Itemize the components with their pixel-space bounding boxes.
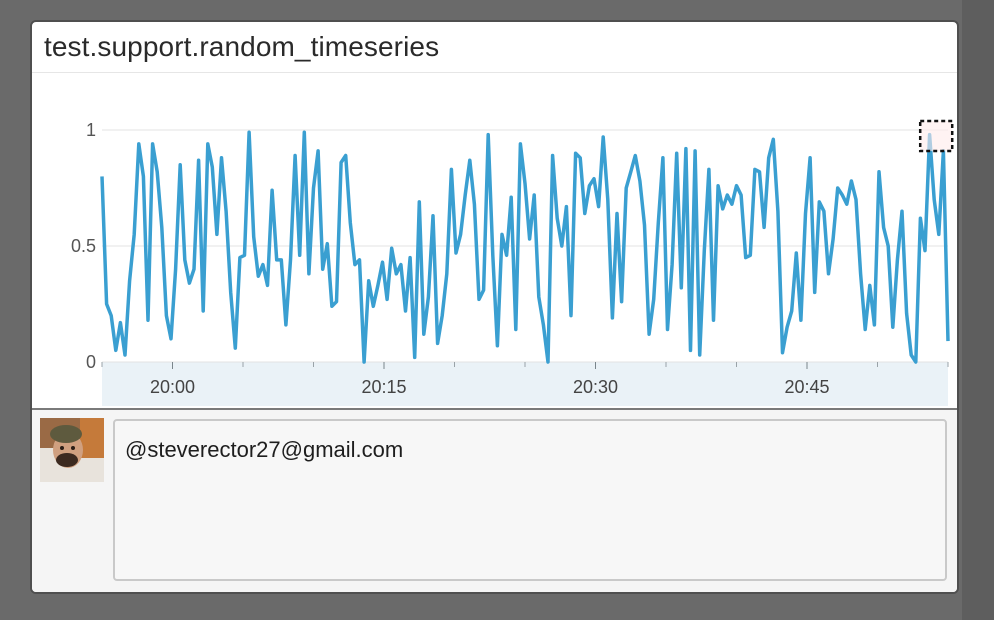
background-edge <box>962 0 994 620</box>
x-tick-label: 20:00 <box>150 377 195 397</box>
x-tick-label: 20:30 <box>573 377 618 397</box>
user-avatar-icon <box>40 418 104 482</box>
y-tick-label: 0 <box>86 352 96 372</box>
timeseries-chart[interactable]: 0 0.5 1 20:00 20:15 20:30 20:45 <box>32 73 957 408</box>
comment-section: @steverector27@gmail.com <box>32 410 957 592</box>
widget-title: test.support.random_timeseries <box>44 31 440 62</box>
x-tick-label: 20:15 <box>361 377 406 397</box>
selection-marker[interactable] <box>918 119 954 153</box>
chart-svg[interactable]: 0 0.5 1 20:00 20:15 20:30 20:45 <box>32 73 957 408</box>
series-line[interactable] <box>100 130 950 364</box>
chart-comment-divider <box>32 408 957 410</box>
x-axis-band <box>102 362 948 406</box>
y-tick-label: 0.5 <box>71 236 96 256</box>
x-tick-label: 20:45 <box>784 377 829 397</box>
timeseries-widget: test.support.random_timeseries 0 0.5 1 20:0… <box>30 20 959 594</box>
comment-text: @steverector27@gmail.com <box>125 437 404 462</box>
y-tick-label: 1 <box>86 120 96 140</box>
comment-input[interactable]: @steverector27@gmail.com <box>113 419 947 581</box>
widget-header: test.support.random_timeseries <box>32 22 957 73</box>
